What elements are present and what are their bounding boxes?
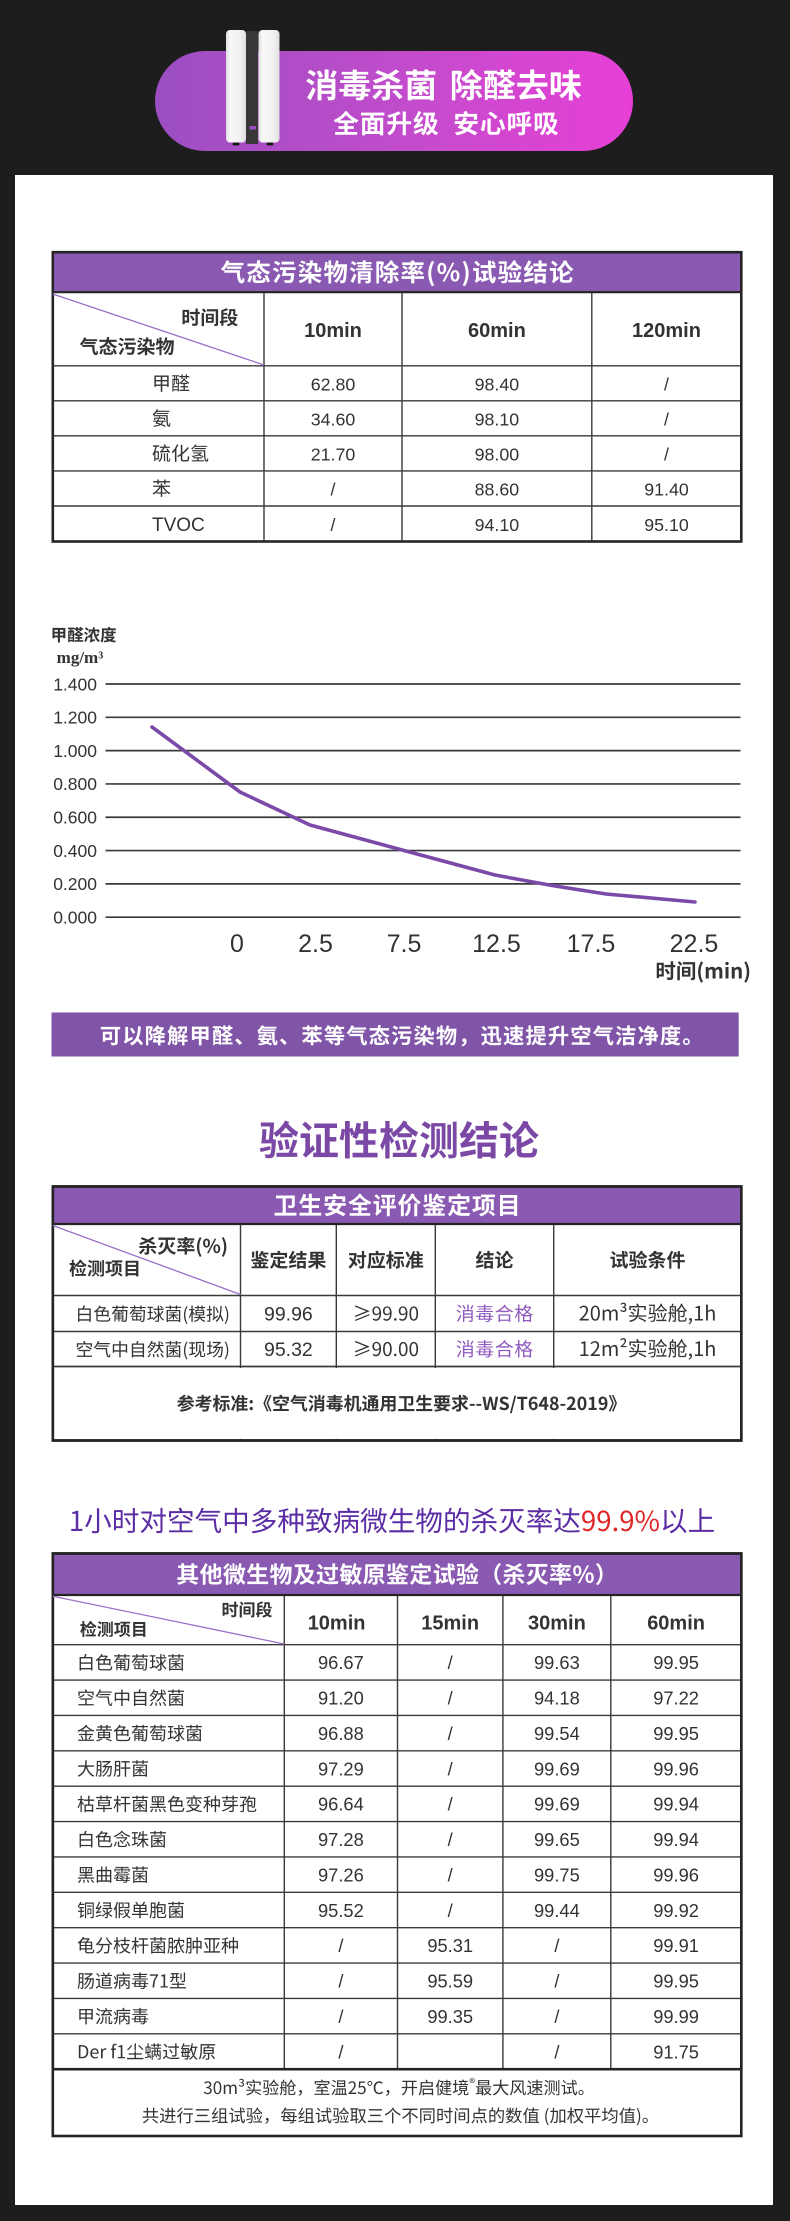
svg-text:/: / <box>448 1829 454 1850</box>
svg-text:99.94: 99.94 <box>653 1794 699 1815</box>
svg-text:mg/m³: mg/m³ <box>57 648 104 667</box>
svg-text:12.5: 12.5 <box>472 930 521 958</box>
svg-text:99.44: 99.44 <box>534 1900 580 1921</box>
svg-text:60min: 60min <box>647 1612 705 1634</box>
svg-text:88.60: 88.60 <box>475 479 520 499</box>
svg-text:/: / <box>664 409 669 429</box>
svg-text:99.91: 99.91 <box>653 1935 699 1956</box>
svg-text:1.000: 1.000 <box>53 741 97 761</box>
svg-text:99.69: 99.69 <box>534 1794 580 1815</box>
svg-text:/: / <box>448 1794 454 1815</box>
svg-text:91.40: 91.40 <box>644 479 689 499</box>
svg-text:98.10: 98.10 <box>475 409 520 429</box>
svg-text:TVOC: TVOC <box>152 515 205 536</box>
svg-text:99.96: 99.96 <box>653 1758 699 1779</box>
svg-text:/: / <box>338 1971 344 1992</box>
svg-text:/: / <box>338 1935 344 1956</box>
svg-text:99.95: 99.95 <box>653 1652 699 1673</box>
svg-text:/: / <box>448 1723 454 1744</box>
svg-text:/: / <box>554 2041 560 2062</box>
svg-text:/: / <box>554 1935 560 1956</box>
svg-text:99.95: 99.95 <box>653 1723 699 1744</box>
svg-text:/: / <box>331 479 336 499</box>
svg-text:22.5: 22.5 <box>670 930 719 958</box>
svg-text:97.26: 97.26 <box>318 1864 364 1885</box>
svg-text:10min: 10min <box>308 1612 366 1634</box>
svg-text:/: / <box>664 374 669 394</box>
svg-text:60min: 60min <box>468 320 526 342</box>
svg-text:34.60: 34.60 <box>311 409 356 429</box>
svg-text:/: / <box>448 1864 454 1885</box>
svg-text:/: / <box>448 1758 454 1779</box>
svg-text:/: / <box>554 1971 560 1992</box>
svg-text:94.10: 94.10 <box>475 515 520 535</box>
svg-text:91.20: 91.20 <box>318 1688 364 1709</box>
svg-text:98.40: 98.40 <box>475 374 520 394</box>
svg-text:96.88: 96.88 <box>318 1723 364 1744</box>
svg-text:99.35: 99.35 <box>427 2006 473 2027</box>
svg-text:97.28: 97.28 <box>318 1829 364 1850</box>
svg-text:99.99: 99.99 <box>653 2006 699 2027</box>
svg-text:99.63: 99.63 <box>534 1652 580 1673</box>
svg-text:94.18: 94.18 <box>534 1688 580 1709</box>
svg-text:99.96: 99.96 <box>264 1304 313 1326</box>
svg-text:/: / <box>448 1652 454 1673</box>
svg-text:62.80: 62.80 <box>311 374 356 394</box>
svg-text:97.29: 97.29 <box>318 1758 364 1779</box>
svg-text:15min: 15min <box>421 1612 479 1634</box>
svg-text:99.94: 99.94 <box>653 1829 699 1850</box>
svg-text:/: / <box>448 1688 454 1709</box>
svg-text:21.70: 21.70 <box>311 444 356 464</box>
svg-text:96.67: 96.67 <box>318 1652 364 1673</box>
svg-text:7.5: 7.5 <box>387 930 422 958</box>
svg-text:/: / <box>554 2006 560 2027</box>
svg-text:99.92: 99.92 <box>653 1900 699 1921</box>
svg-text:99.95: 99.95 <box>653 1971 699 1992</box>
svg-text:91.75: 91.75 <box>653 2041 699 2062</box>
svg-text:98.00: 98.00 <box>475 444 520 464</box>
svg-text:/: / <box>448 1900 454 1921</box>
svg-text:97.22: 97.22 <box>653 1688 699 1709</box>
svg-text:0.200: 0.200 <box>53 874 97 894</box>
svg-text:0: 0 <box>230 930 244 958</box>
svg-text:30min: 30min <box>528 1612 586 1634</box>
svg-text:/: / <box>338 2006 344 2027</box>
svg-text:99.69: 99.69 <box>534 1758 580 1779</box>
svg-text:99.75: 99.75 <box>534 1864 580 1885</box>
svg-text:99.54: 99.54 <box>534 1723 580 1744</box>
svg-text:1.200: 1.200 <box>53 708 97 728</box>
svg-text:0.800: 0.800 <box>53 774 97 794</box>
svg-text:95.31: 95.31 <box>427 1935 473 1956</box>
svg-text:17.5: 17.5 <box>567 930 616 958</box>
svg-text:0.400: 0.400 <box>53 841 97 861</box>
svg-text:0.600: 0.600 <box>53 808 97 828</box>
svg-text:95.10: 95.10 <box>644 515 689 535</box>
svg-text:/: / <box>664 444 669 464</box>
svg-text:96.64: 96.64 <box>318 1794 364 1815</box>
svg-text:2.5: 2.5 <box>298 930 333 958</box>
svg-text:120min: 120min <box>632 320 701 342</box>
svg-text:95.59: 95.59 <box>427 1971 473 1992</box>
svg-text:1.400: 1.400 <box>53 674 97 694</box>
svg-text:/: / <box>331 515 336 535</box>
svg-text:/: / <box>338 2041 344 2062</box>
svg-text:0.000: 0.000 <box>53 907 97 927</box>
svg-text:95.32: 95.32 <box>264 1339 313 1361</box>
svg-text:99.65: 99.65 <box>534 1829 580 1850</box>
svg-text:99.96: 99.96 <box>653 1864 699 1885</box>
svg-text:95.52: 95.52 <box>318 1900 364 1921</box>
svg-text:10min: 10min <box>304 320 362 342</box>
